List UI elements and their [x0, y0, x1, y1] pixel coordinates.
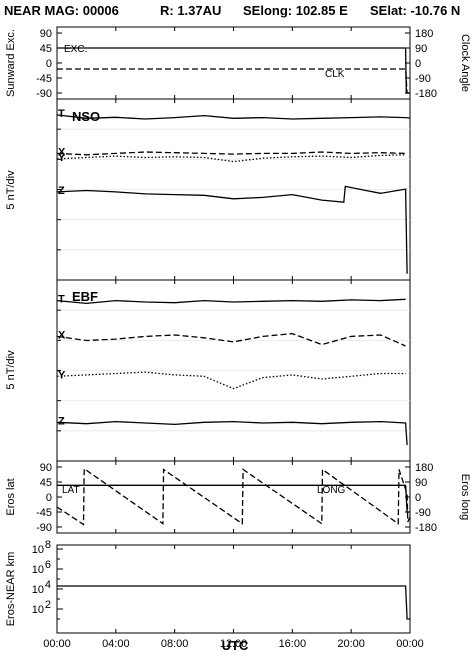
eros-long-line	[56, 467, 411, 526]
nso-ylabel: 5 nT/div	[5, 170, 17, 210]
nso-title: NSO	[72, 109, 100, 124]
nso-t-line	[56, 114, 411, 120]
nso-x-line	[56, 151, 406, 156]
field-gridlines	[57, 128, 410, 432]
y-tick-label-left: 45	[40, 477, 52, 489]
ebf-y-line	[56, 371, 406, 390]
header-selat: SElat: -10.76 N	[370, 3, 460, 18]
eros-long-ylabel: Eros long	[459, 474, 471, 520]
nso-x-label: X	[58, 146, 66, 158]
y-tick-label-log: 10	[32, 584, 44, 596]
data-series	[56, 47, 411, 620]
y-tick-label-left: -45	[36, 73, 52, 85]
y-tick-exponent: 8	[45, 539, 51, 551]
nso-z-line	[56, 185, 408, 274]
header-selong: SElong: 102.85 E	[243, 3, 348, 18]
sunward-exc-line	[57, 47, 410, 94]
y-tick-label-right: -180	[415, 88, 437, 100]
y-tick-exponent: 6	[45, 559, 51, 571]
ebf-z-line	[56, 420, 408, 446]
x-tick-label: 04:00	[102, 638, 130, 650]
y-tick-label-left: 90	[40, 462, 52, 474]
nso-y-label: Y	[58, 152, 66, 164]
header-mission: NEAR MAG: 00006	[4, 3, 119, 18]
y-tick-label-left: 0	[46, 58, 52, 70]
x-tick-label: 16:00	[279, 638, 307, 650]
ebf-ylabel: 5 nT/div	[5, 350, 17, 390]
exc-label: EXC.	[64, 44, 87, 55]
y-tick-label-log: 10	[32, 564, 44, 576]
ebf-t-line	[56, 298, 406, 305]
panel-frame-sunward	[56, 26, 411, 100]
ebf-x-line	[56, 332, 406, 347]
eros-near-distance-line	[57, 585, 410, 620]
x-tick-label: 00:00	[43, 638, 71, 650]
y-tick-label-right: -90	[415, 507, 431, 519]
clk-label: CLK	[325, 69, 345, 80]
y-tick-label-right: 0	[415, 492, 421, 504]
panel-frame-distance	[56, 544, 411, 634]
y-tick-label-right: -90	[415, 73, 431, 85]
y-tick-label-left: -45	[36, 507, 52, 519]
ebf-t-label: T	[58, 294, 65, 306]
ebf-y-label: Y	[58, 369, 66, 381]
y-tick-label-log: 10	[32, 544, 44, 556]
nso-y-line	[56, 154, 406, 163]
y-tick-label-right: 180	[415, 462, 433, 474]
y-tick-label-right: -180	[415, 522, 437, 534]
x-tick-label: 20:00	[337, 638, 365, 650]
ebf-z-label: Z	[58, 415, 65, 427]
y-tick-label-left: 90	[40, 28, 52, 40]
y-tick-label-right: 90	[415, 43, 427, 55]
y-tick-label-right: 90	[415, 477, 427, 489]
y-tick-exponent: 4	[45, 579, 51, 591]
clock-angle-ylabel: Clock Angle	[459, 34, 471, 92]
nso-z-label: Z	[58, 185, 65, 197]
long-label: LONG	[317, 485, 346, 496]
x-tick-label: 00:00	[396, 638, 424, 650]
y-tick-exponent: 2	[45, 599, 51, 611]
nso-t-label: T	[58, 108, 65, 120]
header-distance: R: 1.37AU	[160, 3, 221, 18]
x-axis-title: UTC	[222, 638, 249, 653]
y-tick-label-right: 0	[415, 58, 421, 70]
ebf-x-label: X	[58, 329, 66, 341]
clock-angle-line	[57, 68, 410, 94]
y-tick-label-left: 0	[46, 492, 52, 504]
y-tick-label-left: 45	[40, 43, 52, 55]
y-tick-label-left: -90	[36, 522, 52, 534]
x-tick-label: 12:00	[220, 638, 248, 650]
x-tick-label: 08:00	[161, 638, 189, 650]
panel-frame-eros	[56, 460, 411, 534]
y-tick-label-left: -90	[36, 88, 52, 100]
y-tick-label-right: 180	[415, 28, 433, 40]
y-tick-label-log: 10	[32, 604, 44, 616]
distance-ylabel: Eros-NEAR km	[5, 552, 17, 627]
ebf-title: EBF	[72, 289, 98, 304]
eros-lat-line	[57, 484, 410, 513]
lat-label: LAT	[62, 485, 80, 496]
eros-lat-ylabel: Eros lat	[5, 478, 17, 515]
sunward-ylabel: Sunward Exc.	[5, 29, 17, 97]
